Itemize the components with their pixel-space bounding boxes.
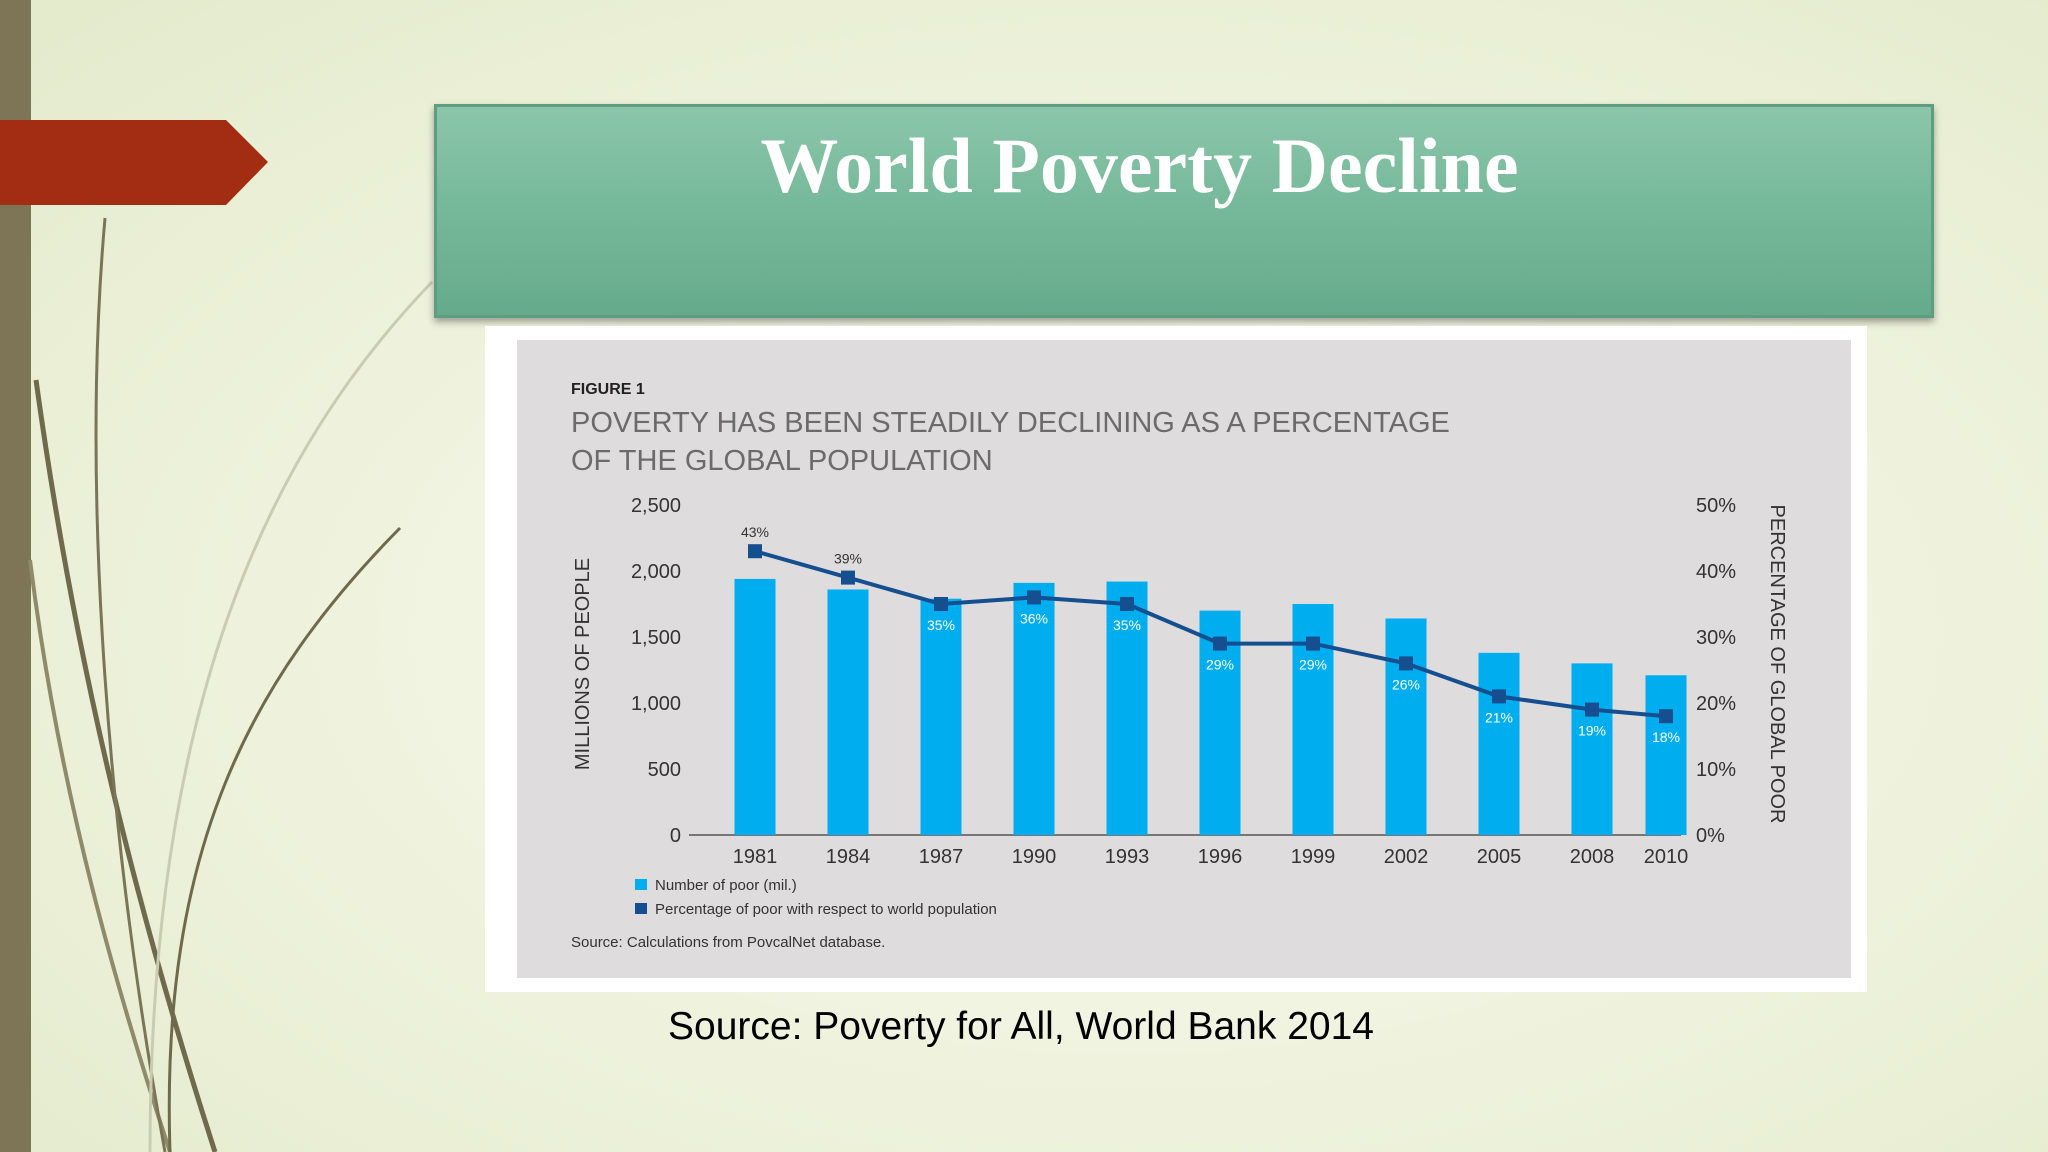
figure-heading-line2: OF THE GLOBAL POPULATION (571, 445, 993, 477)
point-1981 (748, 544, 762, 559)
data-label-1984: 39% (834, 551, 862, 567)
bar-1984 (827, 589, 869, 835)
x-tick-1987: 1987 (919, 846, 964, 868)
point-1990 (1027, 590, 1041, 605)
decorative-swooshes (28, 217, 434, 1152)
data-label-1996: 29% (1206, 657, 1234, 673)
bar-2005 (1478, 652, 1520, 835)
data-label-1981: 43% (741, 524, 769, 540)
y-tick-left: 2,500 (631, 495, 681, 517)
figure-heading-line1: POVERTY HAS BEEN STEADILY DECLINING AS A… (571, 407, 1450, 439)
bar-1981 (734, 578, 776, 835)
y-tick-right: 10% (1696, 759, 1736, 781)
point-1999 (1306, 636, 1320, 651)
slide-title: World Poverty Decline (760, 122, 1519, 209)
bar-1993 (1106, 581, 1148, 835)
title-banner: World Poverty Decline (434, 104, 1934, 318)
y-tick-left: 2,000 (631, 561, 681, 583)
y-tick-right: 30% (1696, 627, 1736, 649)
legend-label-line: Percentage of poor with respect to world… (655, 901, 997, 918)
data-label-1999: 29% (1299, 657, 1327, 673)
data-label-2010: 18% (1652, 729, 1680, 745)
arrow-tab (0, 120, 268, 205)
y-tick-left: 1,500 (631, 627, 681, 649)
data-label-2005: 21% (1485, 709, 1513, 725)
figure-label: FIGURE 1 (571, 381, 645, 398)
y-tick-right: 40% (1696, 561, 1736, 583)
legend-swatch-line (635, 903, 647, 914)
point-2010 (1659, 709, 1673, 724)
slide-source: Source: Poverty for All, World Bank 2014 (668, 1005, 1374, 1048)
point-1993 (1120, 597, 1134, 611)
data-label-2008: 19% (1578, 723, 1606, 739)
y-tick-right: 50% (1696, 495, 1736, 517)
x-tick-2008: 2008 (1570, 846, 1615, 868)
point-2005 (1492, 689, 1506, 704)
x-axis-ticks: 1981 1984 1987 1990 1993 1996 1999 2002 2005 2008… (733, 846, 1689, 868)
y-axis-left-ticks: 0 500 1,000 1,500 2,000 2,500 (631, 495, 681, 847)
x-tick-2010: 2010 (1644, 846, 1689, 868)
data-label-1987: 35% (927, 617, 955, 633)
data-label-1990: 36% (1020, 610, 1048, 626)
y-tick-left: 1,000 (631, 693, 681, 715)
x-tick-2002: 2002 (1384, 846, 1429, 868)
y-axis-right-label: PERCENTAGE OF GLOBAL POOR (1766, 505, 1788, 824)
bar-2010 (1645, 675, 1687, 835)
figure-source: Source: Calculations from PovcalNet data… (571, 934, 885, 951)
point-1996 (1213, 636, 1227, 651)
data-label-2002: 26% (1392, 676, 1420, 692)
line-series: 43% 39% 35% 36% 35% 29% 29% 26% 21% 19% 18% (741, 524, 1680, 745)
legend-swatch-bars (635, 879, 647, 890)
x-tick-1981: 1981 (733, 846, 778, 868)
x-tick-1993: 1993 (1105, 846, 1150, 868)
y-axis-right-ticks: 0% 10% 20% 30% 40% 50% (1696, 495, 1736, 847)
bar-2002 (1385, 618, 1427, 835)
point-1987 (934, 597, 948, 611)
y-tick-left: 0 (670, 825, 681, 847)
bar-1987 (920, 598, 962, 835)
bar-1990 (1013, 582, 1055, 835)
x-tick-2005: 2005 (1477, 846, 1522, 868)
data-label-1993: 35% (1113, 617, 1141, 633)
point-2002 (1399, 656, 1413, 671)
legend-label-bars: Number of poor (mil.) (655, 877, 797, 894)
y-tick-right: 20% (1696, 693, 1736, 715)
x-tick-1984: 1984 (826, 846, 871, 868)
y-axis-left-label: MILLIONS OF PEOPLE (572, 558, 594, 770)
y-tick-left: 500 (648, 759, 681, 781)
poverty-chart: FIGURE 1 POVERTY HAS BEEN STEADILY DECLI… (571, 381, 1788, 951)
point-1984 (841, 570, 855, 585)
point-2008 (1585, 702, 1599, 717)
bar-series (734, 578, 1687, 835)
x-tick-1990: 1990 (1012, 846, 1057, 868)
bar-2008 (1571, 663, 1613, 835)
x-tick-1999: 1999 (1291, 846, 1336, 868)
y-tick-right: 0% (1696, 825, 1725, 847)
x-tick-1996: 1996 (1198, 846, 1243, 868)
